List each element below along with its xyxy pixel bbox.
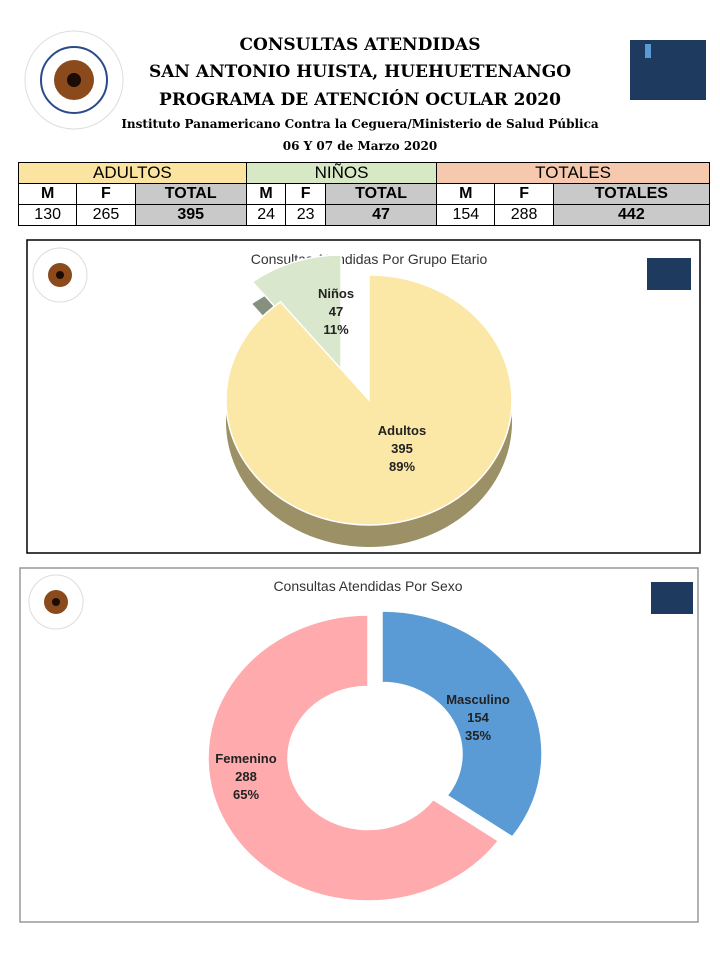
eye-logo [24, 30, 124, 130]
cell: 130 [17, 204, 78, 226]
slice-name: Niños [318, 286, 354, 301]
ministry-logo [630, 40, 706, 100]
cell: 265 [76, 204, 136, 226]
group-header: NIÑOS [245, 162, 438, 184]
cell: 442 [552, 204, 711, 226]
slice-percent: 65% [233, 787, 259, 802]
column-header: TOTAL [324, 183, 438, 205]
cell: 47 [324, 204, 438, 226]
column-header: F [285, 183, 326, 205]
slice-value: 47 [329, 304, 343, 319]
cell: 288 [494, 204, 554, 226]
title-line: SAN ANTONIO HUISTA, HUEHUETENANGO [148, 62, 572, 82]
title-line: PROGRAMA DE ATENCIÓN OCULAR 2020 [159, 90, 561, 110]
column-header: F [76, 183, 136, 205]
slice-percent: 89% [389, 459, 415, 474]
column-header: TOTAL [134, 183, 247, 205]
title-line: CONSULTAS ATENDIDAS [239, 35, 481, 55]
chart-title: Consultas Atendidas Por Sexo [273, 578, 462, 594]
eye-logo [32, 247, 88, 303]
slice-value: 395 [391, 441, 413, 456]
column-header: TOTALES [552, 183, 711, 205]
slice-name: Femenino [215, 751, 276, 766]
slice-name: Adultos [378, 423, 426, 438]
slice-name: Masculino [446, 692, 510, 707]
cell: 154 [436, 204, 496, 226]
cell: 24 [245, 204, 287, 226]
charts: Consultas Atendidas Por Grupo EtarioNiño… [207, 251, 543, 902]
slice [225, 274, 513, 526]
subtitle: Instituto Panamericano Contra la Ceguera… [121, 117, 599, 131]
slice-percent: 35% [465, 728, 491, 743]
slice-value: 154 [467, 710, 489, 725]
slice-percent: 11% [323, 322, 349, 337]
slice [207, 614, 500, 902]
date: 06 Y 07 de Marzo 2020 [282, 139, 438, 153]
slice [381, 610, 543, 838]
column-header: M [17, 183, 78, 205]
chart-frame [19, 567, 699, 923]
cell: 395 [134, 204, 247, 226]
chart-frame [26, 239, 701, 554]
eye-logo [28, 574, 84, 630]
slice-value: 288 [235, 769, 257, 784]
column-header: M [245, 183, 287, 205]
summary-table: ADULTOS NIÑOS TOTALES M F TOTAL M F TOTAL M F TO… [17, 162, 711, 226]
group-header: TOTALES [436, 162, 710, 184]
ministry-logo [647, 258, 691, 290]
cell: 23 [285, 204, 326, 226]
column-header: M [436, 183, 496, 205]
group-header: ADULTOS [18, 162, 247, 184]
ministry-logo [651, 582, 693, 614]
column-header: F [494, 183, 554, 205]
